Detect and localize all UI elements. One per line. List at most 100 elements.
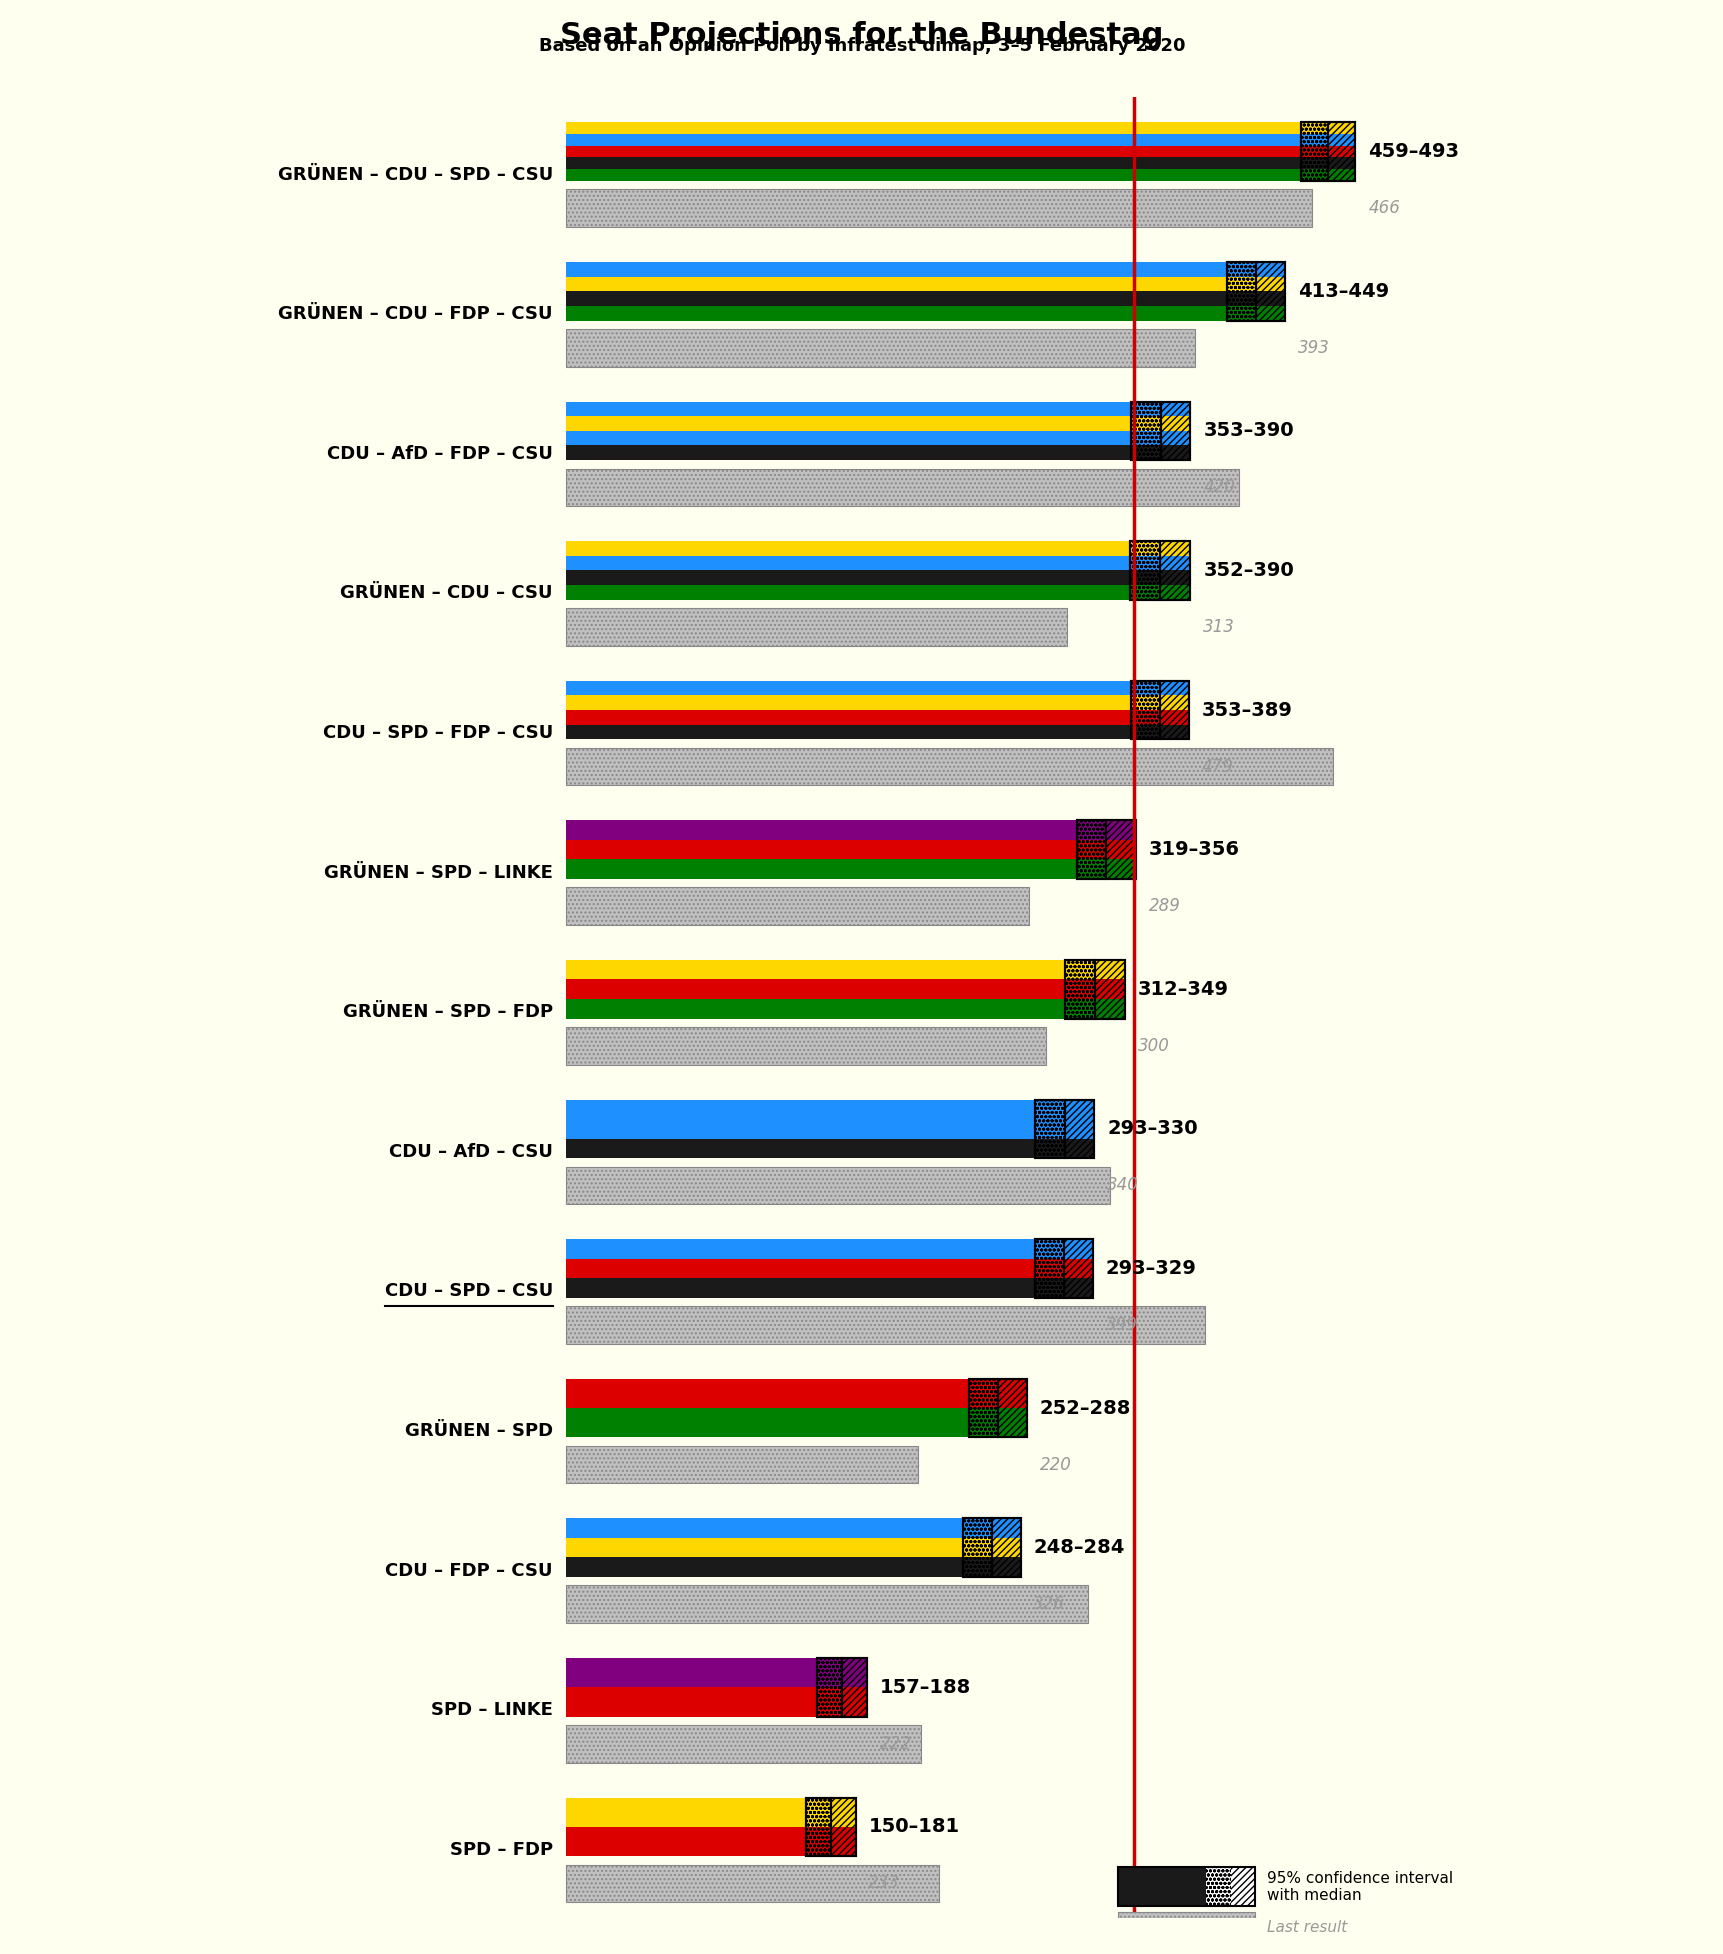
Text: 399: 399 bbox=[1104, 1315, 1137, 1335]
Bar bbox=[1077, 840, 1135, 860]
Bar bbox=[1034, 1100, 1065, 1159]
Bar bbox=[565, 1798, 805, 1827]
Bar bbox=[1129, 571, 1191, 584]
Bar bbox=[1065, 998, 1123, 1018]
Bar bbox=[1130, 680, 1160, 739]
Bar bbox=[968, 1409, 1027, 1438]
Bar bbox=[1227, 262, 1284, 320]
Bar bbox=[1034, 1258, 1092, 1278]
Text: SPD – LINKE: SPD – LINKE bbox=[431, 1702, 553, 1720]
Bar bbox=[565, 262, 1227, 277]
Bar bbox=[565, 1585, 1087, 1624]
Bar bbox=[1118, 1868, 1254, 1907]
Text: GRÜNEN – CDU – FDP – CSU: GRÜNEN – CDU – FDP – CSU bbox=[277, 305, 553, 322]
Bar bbox=[1227, 291, 1284, 307]
Bar bbox=[565, 998, 1065, 1018]
Text: GRÜNEN – SPD – LINKE: GRÜNEN – SPD – LINKE bbox=[324, 864, 553, 881]
Bar bbox=[998, 1380, 1027, 1438]
Bar bbox=[1118, 1913, 1254, 1942]
Bar bbox=[565, 307, 1227, 320]
Bar bbox=[1130, 401, 1191, 416]
Bar bbox=[565, 608, 1067, 647]
Bar bbox=[565, 555, 1129, 571]
Bar bbox=[565, 328, 1194, 367]
Bar bbox=[565, 190, 1311, 227]
Bar bbox=[1034, 1100, 1094, 1120]
Bar bbox=[565, 748, 1332, 786]
Text: 319–356: 319–356 bbox=[1148, 840, 1239, 860]
Bar bbox=[565, 709, 1130, 725]
Bar bbox=[841, 1657, 867, 1716]
Bar bbox=[565, 416, 1130, 430]
Bar bbox=[1129, 541, 1191, 555]
Bar bbox=[1130, 401, 1191, 459]
Bar bbox=[1327, 123, 1354, 182]
Bar bbox=[1077, 821, 1106, 879]
Text: 157–188: 157–188 bbox=[879, 1678, 970, 1696]
Bar bbox=[1227, 277, 1284, 291]
Bar bbox=[1227, 262, 1284, 277]
Text: 293–329: 293–329 bbox=[1104, 1258, 1196, 1278]
Bar bbox=[805, 1798, 830, 1856]
Bar bbox=[1130, 416, 1191, 430]
Bar bbox=[565, 1518, 963, 1538]
Bar bbox=[817, 1657, 841, 1716]
Bar bbox=[963, 1557, 1020, 1577]
Bar bbox=[817, 1686, 867, 1716]
Bar bbox=[565, 1278, 1034, 1297]
Bar bbox=[1130, 709, 1189, 725]
Bar bbox=[565, 748, 1332, 786]
Bar bbox=[1034, 1239, 1092, 1297]
Bar bbox=[1256, 262, 1284, 320]
Text: 353–390: 353–390 bbox=[1203, 422, 1294, 440]
Bar bbox=[1065, 959, 1123, 979]
Bar bbox=[1034, 1120, 1094, 1139]
Bar bbox=[565, 887, 1029, 924]
Bar bbox=[565, 1538, 963, 1557]
Text: 459–493: 459–493 bbox=[1368, 143, 1458, 160]
Text: SPD – FDP: SPD – FDP bbox=[450, 1841, 553, 1858]
Bar bbox=[565, 1305, 1204, 1344]
Bar bbox=[1129, 555, 1191, 571]
Bar bbox=[565, 1028, 1046, 1065]
Text: CDU – AfD – FDP – CSU: CDU – AfD – FDP – CSU bbox=[327, 446, 553, 463]
Bar bbox=[1130, 725, 1189, 739]
Text: 326: 326 bbox=[1032, 1594, 1065, 1614]
Text: CDU – AfD – CSU: CDU – AfD – CSU bbox=[389, 1143, 553, 1161]
Bar bbox=[1160, 401, 1191, 459]
Bar bbox=[1301, 123, 1354, 135]
Text: GRÜNEN – CDU – SPD – CSU: GRÜNEN – CDU – SPD – CSU bbox=[277, 166, 553, 184]
Bar bbox=[1063, 1239, 1092, 1297]
Bar bbox=[1077, 860, 1135, 879]
Bar bbox=[1118, 1913, 1254, 1942]
Bar bbox=[565, 680, 1130, 696]
Bar bbox=[1130, 680, 1189, 696]
Bar bbox=[565, 1305, 1204, 1344]
Bar bbox=[1227, 262, 1256, 320]
Text: Last result: Last result bbox=[1266, 1921, 1347, 1934]
Text: 466: 466 bbox=[1368, 199, 1399, 217]
Bar bbox=[565, 979, 1065, 998]
Bar bbox=[565, 1028, 1046, 1065]
Bar bbox=[1034, 1239, 1092, 1258]
Text: 340: 340 bbox=[1106, 1176, 1139, 1194]
Bar bbox=[565, 123, 1301, 135]
Bar bbox=[968, 1380, 998, 1438]
Text: 150–181: 150–181 bbox=[868, 1817, 960, 1837]
Bar bbox=[968, 1380, 1027, 1438]
Bar bbox=[565, 608, 1067, 647]
Text: 95% confidence interval
with median: 95% confidence interval with median bbox=[1266, 1870, 1452, 1903]
Bar bbox=[1034, 1239, 1063, 1297]
Bar bbox=[565, 1380, 968, 1409]
Text: 220: 220 bbox=[1039, 1456, 1072, 1473]
Bar bbox=[1118, 1868, 1206, 1907]
Bar bbox=[565, 277, 1227, 291]
Bar bbox=[565, 469, 1237, 506]
Bar bbox=[1129, 541, 1191, 600]
Bar bbox=[1301, 147, 1354, 158]
Bar bbox=[565, 1239, 1034, 1258]
Text: Based on an Opinion Poll by Infratest dimap, 3–5 February 2020: Based on an Opinion Poll by Infratest di… bbox=[538, 37, 1185, 55]
Bar bbox=[565, 1409, 968, 1438]
Text: 312–349: 312–349 bbox=[1137, 979, 1228, 998]
Bar bbox=[1065, 1100, 1094, 1159]
